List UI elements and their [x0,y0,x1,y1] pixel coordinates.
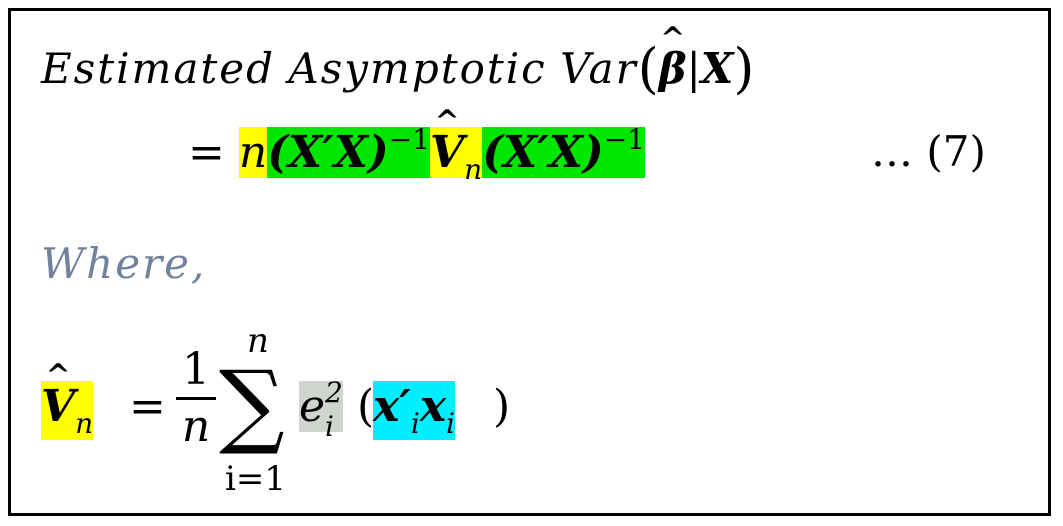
v-hat-accent: ^ [434,104,460,139]
equation-number: … (7) [871,127,986,176]
residual-superscript: 2 [325,376,343,409]
given-bar: | [686,44,701,93]
xtx-inverse-1: (X′X)−1 [267,123,431,178]
residual-subscript: i [325,410,335,443]
x-prime-vector: x′ [373,381,411,432]
n-term: n [238,127,268,178]
x-subscript: i [446,407,456,440]
outer-product-xx: x′ixi [373,381,456,440]
beta-symbol: β [658,44,687,93]
residual-e: e [299,381,326,432]
v-hat-n: ^ Vn [430,107,483,186]
open-paren: ( [637,37,659,100]
equation-line-2: = n(X′X)−1 ^ Vn(X′X)−1 [188,107,645,186]
hat-accent: ^ [660,21,686,56]
fraction-one-over-n: 1 n [176,345,216,452]
xtx-term-1: (X′X) [267,127,389,178]
def-v-hat-n: ^ Vn [41,361,94,440]
xtx-inverse-2: (X′X)−1 [482,123,645,178]
equation-line-1: Estimated Asymptotic Var(^ β|X) [41,24,755,101]
v-symbol: V [430,127,465,178]
fraction-numerator: 1 [182,344,210,395]
v-hat: ^ V [430,107,465,179]
summation-sign: ∑ [219,351,285,458]
def-v-subscript: n [75,407,94,440]
where-label: Where, [41,239,207,288]
fraction-denominator: n [181,401,211,452]
word-asymptotic: Asymptotic [288,44,547,93]
beta-hat: ^ β [658,24,687,94]
sum-upper-limit: n [247,321,269,361]
inverse-exponent-1: −1 [388,123,431,156]
def-v-symbol: V [41,381,76,432]
close-paren: ) [733,37,755,100]
def-equals-sign: = [129,381,166,432]
word-var: Var [560,44,638,93]
def-open-paren: ( [357,381,375,432]
v-subscript: n [464,153,483,186]
x-vector: x [419,381,447,432]
word-estimated: Estimated [41,44,276,93]
def-close-paren: ) [493,381,511,432]
fraction-bar [176,397,216,400]
equation-frame: Estimated Asymptotic Var(^ β|X) = n(X′X)−… [8,8,1051,516]
x-matrix: X [700,44,734,93]
xtx-term-2: (X′X) [482,127,604,178]
def-v-hat-accent: ^ [45,358,71,393]
sum-lower-limit: i=1 [225,459,286,499]
x-prime-subscript: i [410,407,420,440]
def-v-hat: ^ V [41,361,76,433]
equals-sign: = [188,127,225,178]
inverse-exponent-2: −1 [603,123,645,156]
